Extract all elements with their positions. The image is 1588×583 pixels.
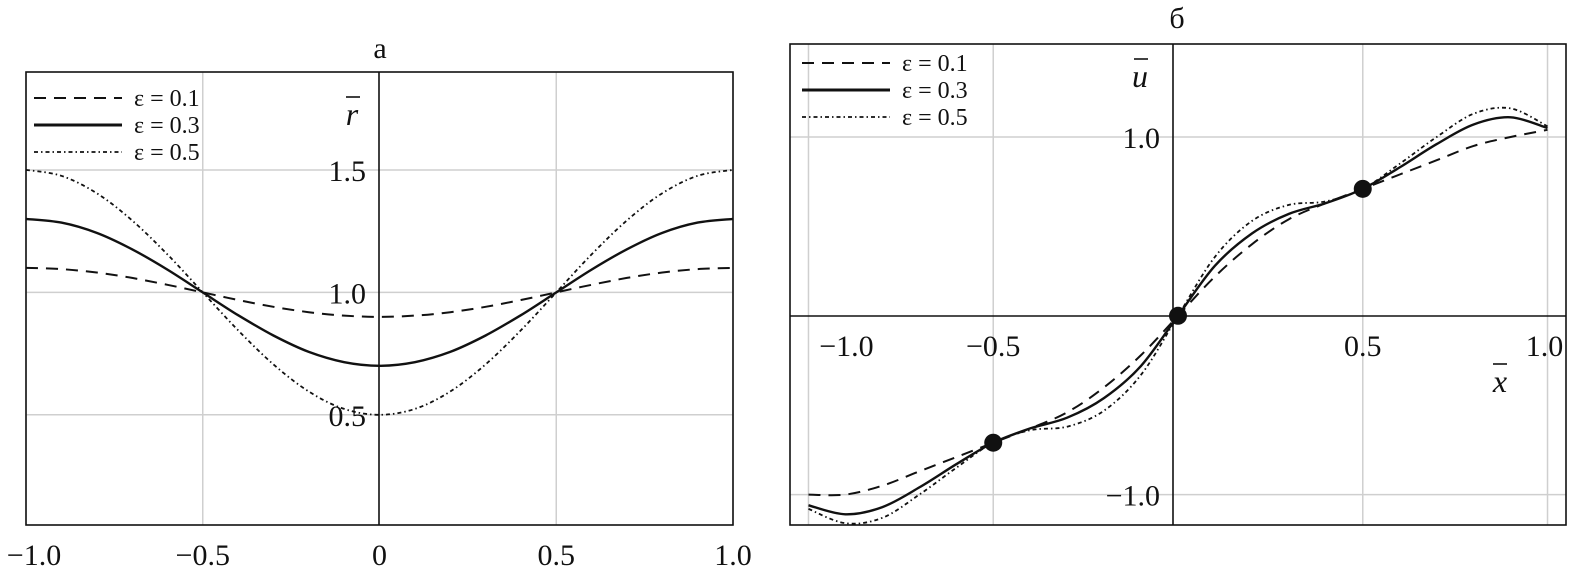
- panel-label: б: [1169, 2, 1184, 35]
- legend-label: ε = 0.1: [134, 86, 200, 112]
- panel-label: а: [373, 32, 386, 65]
- x-tick-label: 1.0: [1526, 330, 1564, 363]
- y-tick-label: 1.0: [1123, 122, 1161, 155]
- legend-label: ε = 0.5: [902, 105, 968, 131]
- x-tick-label: −0.5: [176, 539, 230, 572]
- legend-label: ε = 0.1: [902, 51, 968, 77]
- legend-label: ε = 0.3: [902, 78, 968, 104]
- x-axis-label: x: [1492, 363, 1507, 399]
- x-tick-label: 1.0: [714, 539, 752, 572]
- x-tick-label: −0.5: [966, 330, 1020, 363]
- y-axis-label: u: [1132, 58, 1148, 94]
- x-tick-label: 0.5: [538, 539, 576, 572]
- y-axis-label: r: [346, 96, 359, 132]
- y-tick-label: −1.0: [1106, 480, 1160, 513]
- y-tick-label: 1.5: [329, 155, 367, 188]
- plot-frame: [789, 43, 1567, 526]
- x-tick-label: −1.0: [7, 539, 61, 572]
- x-tick-label: 0.5: [1344, 330, 1382, 363]
- panel-a: −1.0 −0.5 0 0.5 1.0 0.5 1.0 1.5 аr ε = 0.1ε = 0.3…: [7, 32, 752, 572]
- series-line-solid: [25, 217, 734, 368]
- legend-label: ε = 0.3: [134, 113, 200, 139]
- y-tick-label: 0.5: [329, 400, 367, 433]
- x-tick-label: 0: [372, 539, 387, 572]
- panel-b: −1.0 −0.5 0.5 1.0 −1.0 1.0 бu x ε = 0.1ε = 0.3ε …: [789, 2, 1567, 526]
- data-point-marker: [1353, 179, 1372, 198]
- y-tick-label: 1.0: [329, 277, 367, 310]
- data-point-marker: [1169, 306, 1187, 325]
- series-line-dotted: [25, 169, 734, 416]
- legend-label: ε = 0.5: [134, 140, 200, 166]
- x-tick-label: −1.0: [819, 330, 873, 363]
- data-point-marker: [984, 433, 1003, 452]
